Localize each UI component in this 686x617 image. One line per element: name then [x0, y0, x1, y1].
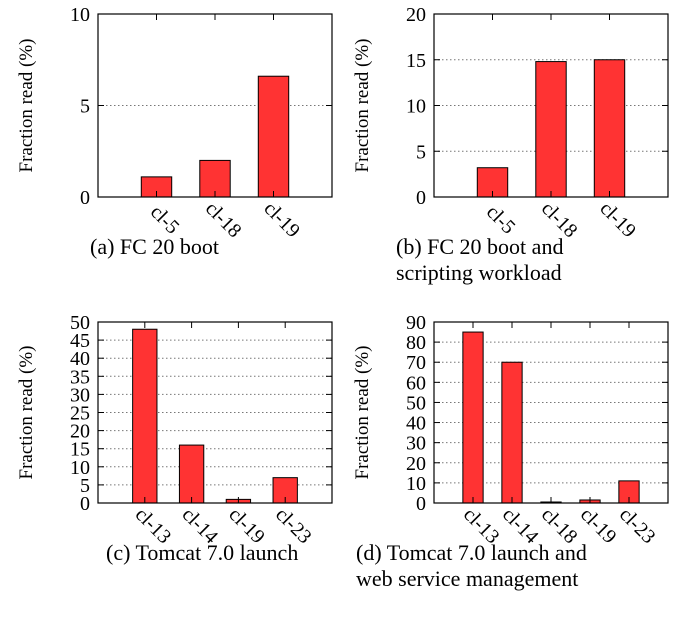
chart-4-xtick-label: cl-23 — [615, 503, 660, 548]
chart-4-ytick-label: 30 — [406, 433, 426, 455]
chart-2-xtick-label: cl-19 — [595, 197, 640, 242]
chart-4-bar — [502, 362, 522, 503]
chart-2-bar — [594, 60, 624, 197]
chart-4-ytick-label: 10 — [406, 473, 426, 495]
chart-3-bar — [179, 445, 203, 503]
chart-1-xtick-label: cl-19 — [259, 197, 304, 242]
chart-3-caption-line: (c) Tomcat 7.0 launch — [106, 540, 298, 566]
chart-4-ytick-label: 20 — [406, 453, 426, 475]
chart-4-caption: (d) Tomcat 7.0 launch and web service man… — [356, 540, 587, 592]
chart-4-bar — [463, 332, 483, 503]
chart-2-caption: (b) FC 20 boot and scripting workload — [396, 234, 563, 286]
chart-2-xtick-label: cl-5 — [482, 201, 520, 239]
chart-2-bar — [536, 62, 566, 197]
chart-2-ytick-label: 20 — [406, 4, 426, 26]
chart-3-ytick-label: 50 — [70, 312, 90, 334]
chart-1-bar — [258, 76, 288, 197]
chart-1-caption: (a) FC 20 boot — [90, 234, 219, 260]
chart-1-ytick-label: 0 — [80, 187, 90, 209]
chart-4-caption-line: web service management — [356, 566, 587, 592]
chart-4-ytick-label: 0 — [416, 493, 426, 515]
chart-4-ytick-label: 50 — [406, 392, 426, 414]
chart-2-ylabel: Fraction read (%) — [352, 39, 373, 173]
chart-3-bar — [133, 329, 157, 503]
chart-4-ylabel: Fraction read (%) — [352, 346, 373, 480]
chart-1-ytick-label: 5 — [80, 96, 90, 118]
chart-4-ytick-label: 90 — [406, 312, 426, 334]
chart-3-caption: (c) Tomcat 7.0 launch — [106, 540, 298, 566]
chart-3-ylabel: Fraction read (%) — [16, 346, 37, 480]
chart-2-caption-line: scripting workload — [396, 260, 563, 286]
chart-1-ytick-label: 10 — [70, 4, 90, 26]
chart-4-ytick-label: 40 — [406, 413, 426, 435]
chart-4-ytick-label: 70 — [406, 352, 426, 374]
chart-4-ytick-label: 80 — [406, 332, 426, 354]
chart-1-ylabel: Fraction read (%) — [16, 39, 37, 173]
chart-4-caption-line: (d) Tomcat 7.0 launch and — [356, 540, 587, 566]
chart-2-ytick-label: 0 — [416, 187, 426, 209]
chart-1-xtick-label: cl-5 — [146, 201, 184, 239]
chart-2-caption-line: (b) FC 20 boot and — [396, 234, 563, 260]
chart-4-ytick-label: 60 — [406, 372, 426, 394]
chart-2-ytick-label: 5 — [416, 141, 426, 163]
chart-2-ytick-label: 10 — [406, 96, 426, 118]
chart-1-caption-line: (a) FC 20 boot — [90, 234, 219, 260]
chart-2-ytick-label: 15 — [406, 50, 426, 72]
